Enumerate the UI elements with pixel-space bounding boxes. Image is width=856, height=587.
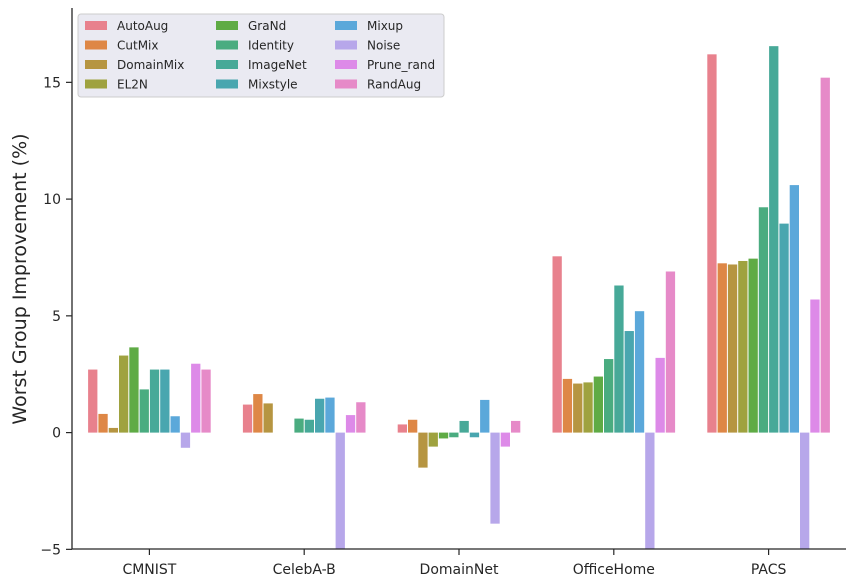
x-tick-label: OfficeHome <box>573 562 655 578</box>
bar-cutmix-celeba-b <box>253 394 263 433</box>
legend-label-identity: Identity <box>248 39 294 53</box>
legend-label-autoaug: AutoAug <box>117 19 168 33</box>
y-tick-label: 5 <box>52 309 61 325</box>
legend-label-imagenet: ImageNet <box>248 58 307 72</box>
legend-swatch-identity <box>216 40 238 50</box>
bar-domainmix-officehome <box>573 383 583 433</box>
legend-swatch-el2n <box>85 79 107 89</box>
bar-el2n-cmnist <box>119 355 129 433</box>
y-tick-label: −5 <box>40 542 61 558</box>
bar-autoaug-cmnist <box>88 369 98 433</box>
bar-prune-rand-celeba-b <box>345 415 356 433</box>
bar-identity-celeba-b <box>294 418 304 433</box>
legend-label-grand: GraNd <box>248 19 286 33</box>
x-tick-label: PACS <box>751 562 787 578</box>
x-tick-label: DomainNet <box>420 562 499 578</box>
bar-mixup-cmnist <box>170 416 180 433</box>
bar-randaug-celeba-b <box>356 402 366 433</box>
bar-grand-cmnist <box>129 347 139 433</box>
bar-cutmix-domainnet <box>408 419 418 433</box>
bar-el2n-officehome <box>583 382 593 433</box>
bar-mixstyle-domainnet <box>469 432 480 438</box>
bar-randaug-pacs <box>820 77 830 433</box>
bar-grand-pacs <box>748 258 758 433</box>
bar-mixstyle-officehome <box>624 331 634 433</box>
bar-randaug-domainnet <box>511 420 521 433</box>
bar-domainmix-cmnist <box>108 427 118 433</box>
legend-swatch-autoaug <box>85 21 107 30</box>
legend-swatch-mixup <box>335 21 357 30</box>
y-tick-label: 0 <box>52 426 61 442</box>
bar-prune-rand-officehome <box>655 357 665 433</box>
bar-cutmix-pacs <box>717 263 727 433</box>
legend-label-noise: Noise <box>367 39 400 53</box>
legend-swatch-grand <box>216 21 238 30</box>
bar-imagenet-celeba-b <box>304 419 314 433</box>
y-axis-title: Worst Group Improvement (%) <box>9 133 31 424</box>
y-ticks: −5 0 5 10 15 <box>40 75 72 558</box>
bar-randaug-officehome <box>665 271 676 433</box>
bar-cutmix-cmnist <box>98 413 108 433</box>
x-ticks: CMNIST CelebA-B DomainNet OfficeHome PACS <box>122 549 786 578</box>
y-tick-label: 15 <box>43 75 61 91</box>
bar-domainmix-domainnet <box>418 432 428 468</box>
legend-label-cutmix: CutMix <box>117 39 158 53</box>
legend-label-randaug: RandAug <box>367 78 421 92</box>
bar-mixup-celeba-b <box>325 397 335 433</box>
bar-mixstyle-cmnist <box>160 369 170 433</box>
bar-el2n-pacs <box>738 260 748 433</box>
bar-prune-rand-domainnet <box>500 432 510 447</box>
legend-frame <box>77 13 445 98</box>
bar-domainmix-pacs <box>727 264 738 433</box>
bar-cutmix-officehome <box>562 378 573 433</box>
bar-identity-officehome <box>604 359 614 433</box>
x-tick-label: CelebA-B <box>273 562 336 578</box>
legend-swatch-randaug <box>335 79 357 89</box>
bar-domainmix-celeba-b <box>263 403 273 433</box>
bar-autoaug-celeba-b <box>242 404 253 433</box>
bars-layer <box>88 46 830 550</box>
bar-imagenet-pacs <box>769 46 779 433</box>
bar-randaug-cmnist <box>201 369 211 433</box>
bar-prune-rand-cmnist <box>191 363 201 433</box>
legend-swatch-imagenet <box>216 60 238 69</box>
bar-el2n-domainnet <box>428 432 438 447</box>
x-tick-label: CMNIST <box>122 562 176 578</box>
bar-mixup-officehome <box>634 311 645 433</box>
bar-imagenet-officehome <box>614 285 624 433</box>
bar-noise-celeba-b <box>335 432 345 550</box>
legend: AutoAug CutMix DomainMix EL2N GraNd Identity I… <box>77 13 445 98</box>
bar-mixup-domainnet <box>480 399 490 433</box>
bar-grand-officehome <box>593 376 603 433</box>
bar-mixstyle-pacs <box>779 223 789 433</box>
bar-noise-domainnet <box>490 432 500 524</box>
bar-identity-pacs <box>758 207 769 433</box>
bar-prune-rand-pacs <box>810 299 820 433</box>
bar-identity-domainnet <box>449 432 459 438</box>
bar-noise-officehome <box>645 432 655 550</box>
legend-label-el2n: EL2N <box>117 78 148 92</box>
legend-label-mixup: Mixup <box>367 19 403 33</box>
legend-swatch-prune-rand <box>335 60 357 69</box>
y-tick-label: 10 <box>43 192 61 208</box>
legend-label-domainmix: DomainMix <box>117 58 184 72</box>
bar-imagenet-cmnist <box>149 369 160 433</box>
legend-swatch-cutmix <box>85 40 107 50</box>
bar-autoaug-domainnet <box>397 424 407 433</box>
bar-imagenet-domainnet <box>459 420 469 433</box>
bar-autoaug-officehome <box>552 256 562 433</box>
legend-label-prune-rand: Prune_rand <box>367 58 435 72</box>
legend-swatch-mixstyle <box>216 79 238 89</box>
bar-mixup-pacs <box>789 185 799 433</box>
legend-label-mixstyle: Mixstyle <box>248 78 298 92</box>
bar-noise-pacs <box>800 432 810 550</box>
bar-autoaug-pacs <box>707 54 717 433</box>
bar-mixstyle-celeba-b <box>315 398 325 433</box>
legend-swatch-noise <box>335 40 357 50</box>
bar-grand-domainnet <box>438 432 449 439</box>
bar-noise-cmnist <box>180 432 191 448</box>
bar-identity-cmnist <box>139 389 149 433</box>
legend-swatch-domainmix <box>85 60 107 69</box>
